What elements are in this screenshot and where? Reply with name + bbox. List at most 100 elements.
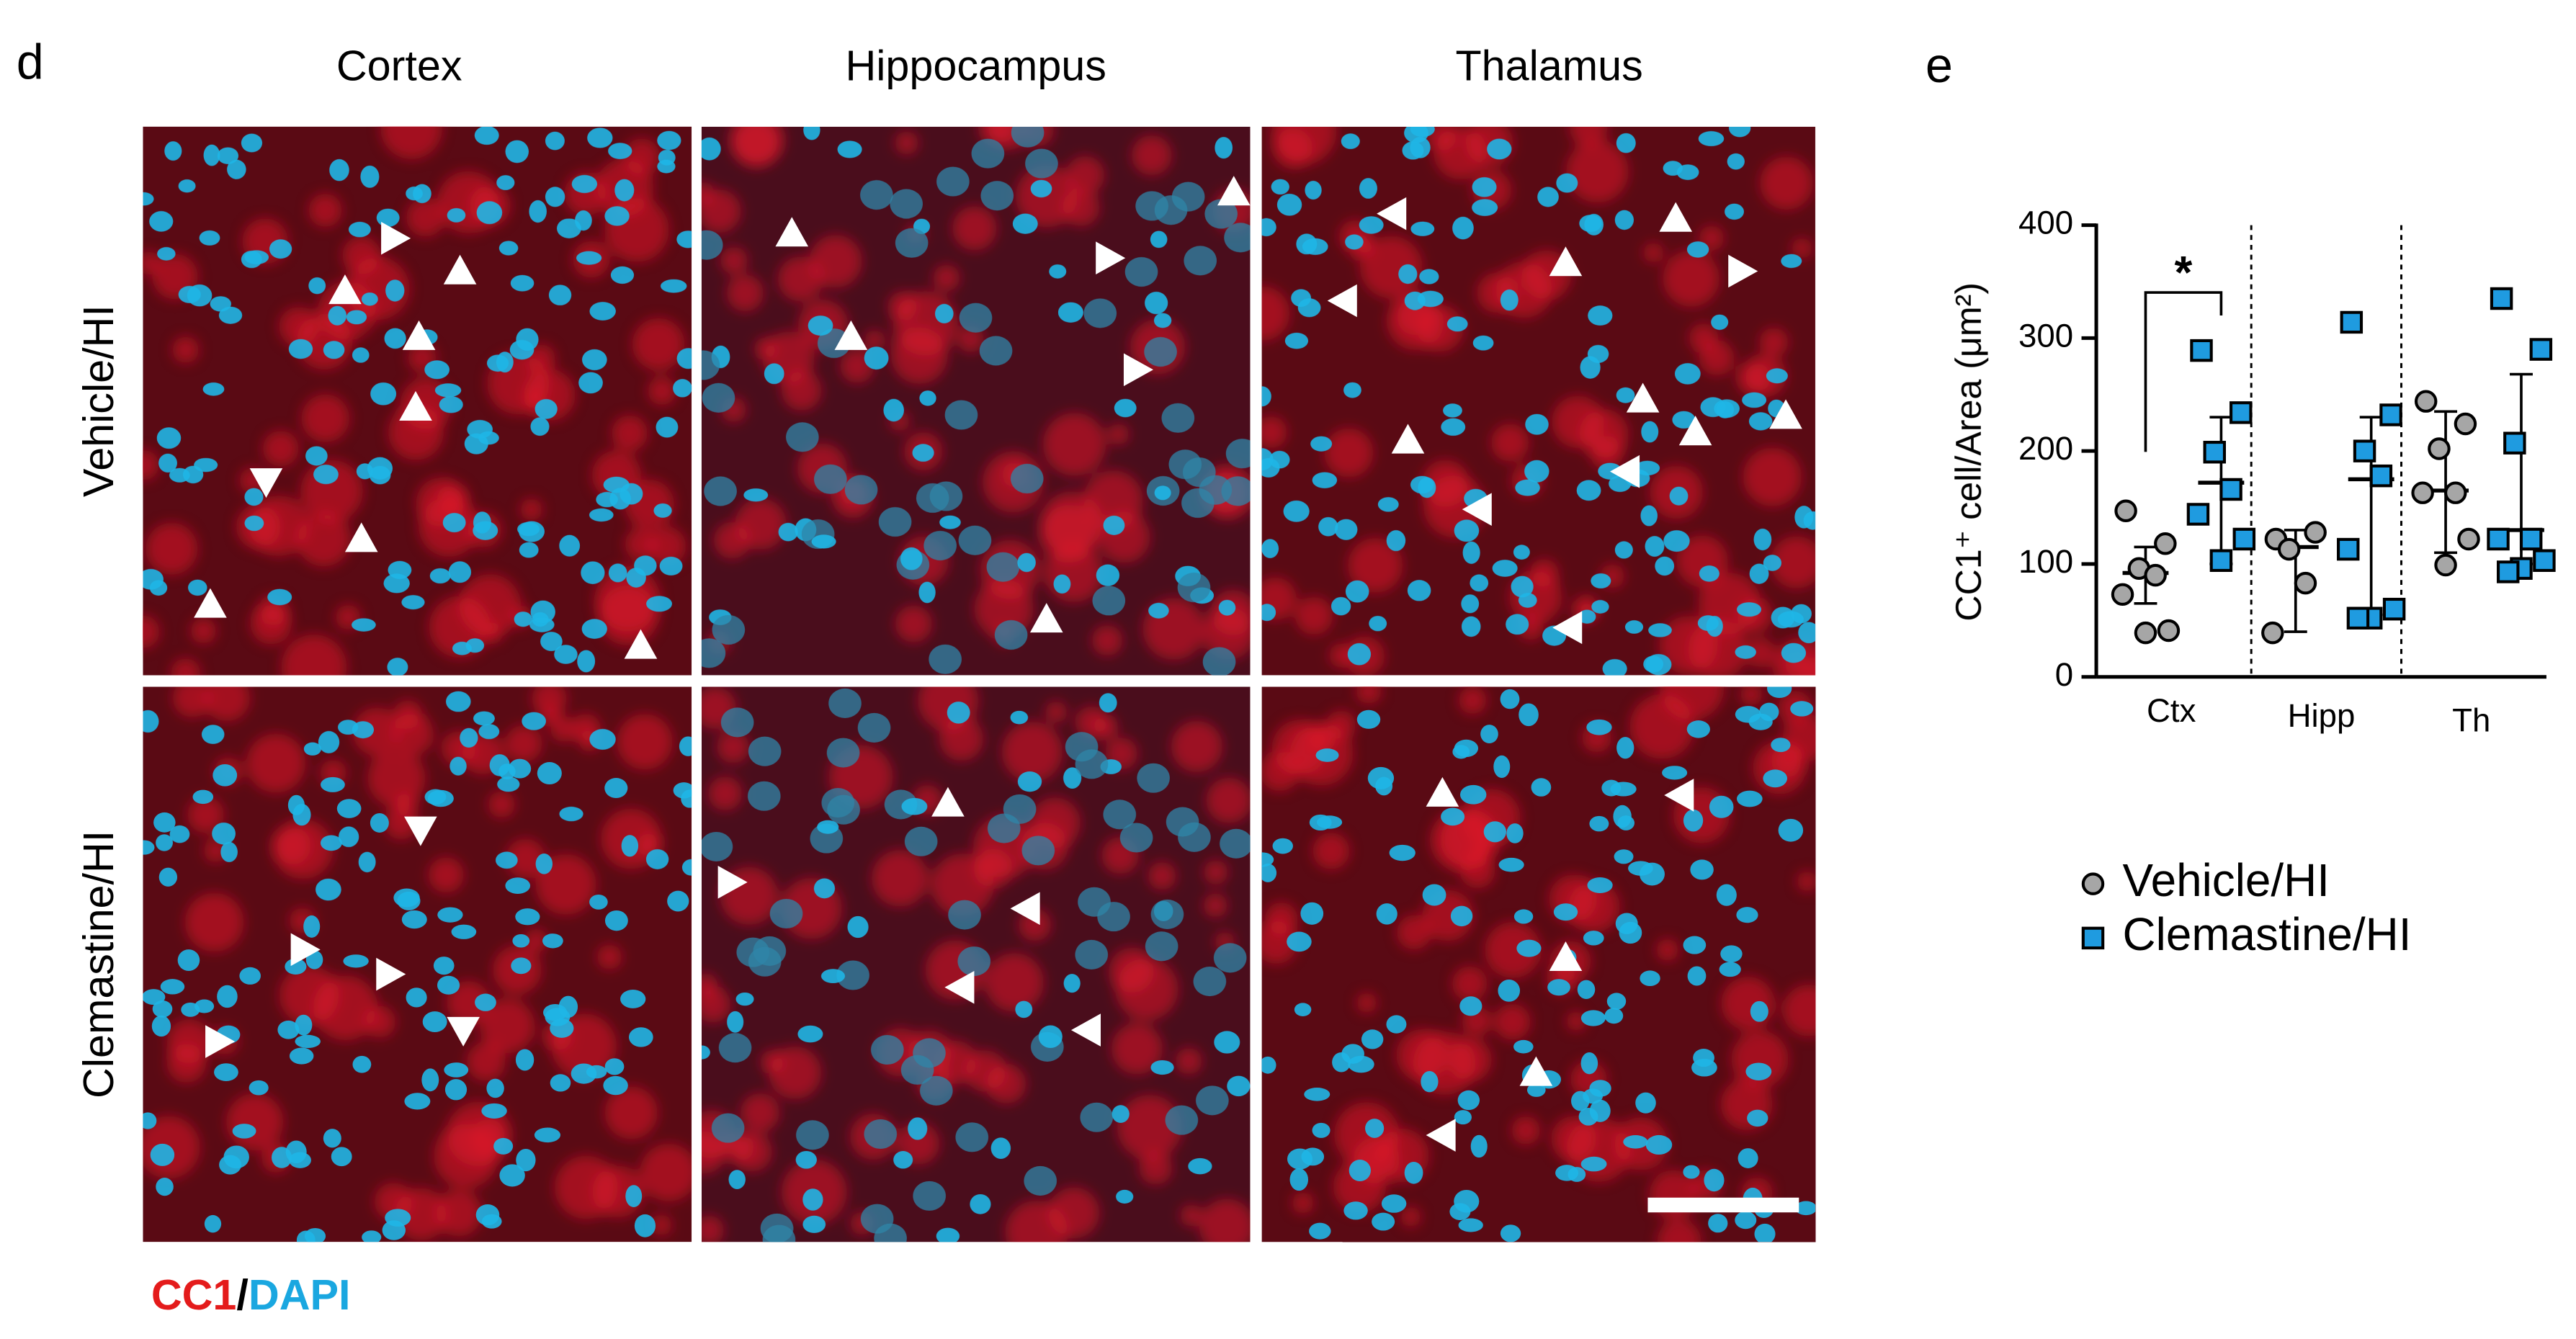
nucleus <box>1457 1090 1480 1111</box>
nucleus <box>1310 436 1333 452</box>
nucleus <box>1181 488 1215 518</box>
nucleus <box>1092 586 1126 616</box>
stain-legend: CC1/DAPI <box>151 1270 351 1318</box>
cc1-blob <box>279 965 339 1026</box>
stain-sep: / <box>236 1270 248 1318</box>
nucleus <box>1218 599 1236 616</box>
nucleus <box>481 1103 507 1119</box>
nucleus <box>362 1230 382 1242</box>
nucleus <box>1771 606 1795 629</box>
nucleus <box>478 724 500 740</box>
nucleus <box>1781 642 1807 663</box>
cc1-blob <box>777 256 823 302</box>
nucleus <box>244 515 264 532</box>
nucleus <box>545 131 565 151</box>
nucleus <box>376 208 400 227</box>
nucleus <box>1305 181 1322 200</box>
nucleus <box>1225 439 1251 469</box>
cc1-blob <box>187 797 224 833</box>
cc1-blob <box>171 658 201 676</box>
y-tick-label: 100 <box>2018 543 2073 580</box>
arrowhead <box>402 320 436 350</box>
nucleus <box>218 306 243 324</box>
cc1-blob <box>1657 1219 1701 1242</box>
nucleus <box>895 228 929 258</box>
nucleus <box>448 561 472 583</box>
arrowhead <box>328 274 362 305</box>
arrowhead <box>1029 603 1063 633</box>
cc1-blob <box>1109 947 1155 993</box>
nucleus <box>720 707 754 738</box>
nucleus <box>727 1011 744 1033</box>
nucleus <box>1526 1083 1546 1097</box>
nucleus <box>519 542 539 558</box>
nucleus <box>628 1027 653 1047</box>
arrowhead <box>1377 197 1407 230</box>
nucleus <box>900 547 923 570</box>
cc1-blob <box>1312 832 1350 869</box>
nucleus <box>660 279 687 293</box>
x-tick-label: Hipp <box>2288 697 2356 734</box>
nucleus <box>1589 1099 1611 1122</box>
arrowhead <box>1769 399 1802 429</box>
nucleus <box>1318 516 1338 537</box>
nucleus <box>1135 191 1168 221</box>
nucleus <box>241 251 262 269</box>
data-point <box>2232 527 2256 551</box>
nucleus <box>323 341 345 359</box>
nucleus <box>1119 823 1153 853</box>
nucleus <box>1555 1165 1579 1181</box>
nucleus <box>1446 316 1468 332</box>
nucleus <box>604 910 628 931</box>
cc1-blob <box>1485 922 1542 978</box>
nucleus <box>817 328 851 359</box>
nucleus <box>1296 233 1318 255</box>
cc1-blob <box>1203 893 1227 918</box>
nucleus <box>1161 403 1195 433</box>
nucleus <box>1261 386 1271 407</box>
nucleus <box>1361 1029 1384 1049</box>
nucleus <box>1017 771 1042 792</box>
nucleus <box>535 854 553 874</box>
cc1-blob <box>1091 624 1123 656</box>
cc1-blob <box>701 1215 725 1242</box>
legend-label: Clemastine/HI <box>2123 908 2412 960</box>
nucleus <box>143 568 164 590</box>
nucleus <box>1524 460 1549 483</box>
data-point <box>2533 549 2556 573</box>
cc1-blob <box>1045 701 1068 723</box>
nucleus <box>1053 574 1071 594</box>
cc1-blob <box>1460 854 1495 889</box>
cc1-blob <box>447 981 491 1025</box>
nucleus <box>1404 1161 1423 1184</box>
arrowhead <box>1391 424 1425 454</box>
nucleus <box>385 279 405 302</box>
nucleus <box>1356 709 1381 729</box>
y-tick-label: 0 <box>2055 656 2073 693</box>
nucleus <box>143 840 155 855</box>
nucleus <box>1736 790 1763 807</box>
nucleus <box>292 804 311 826</box>
cc1-blob <box>890 327 948 384</box>
nucleus <box>303 915 321 938</box>
nucleus <box>1024 1165 1057 1196</box>
nucleus <box>735 992 754 1006</box>
nucleus <box>1690 859 1714 880</box>
nucleus <box>581 561 605 584</box>
nucleus <box>1635 1092 1656 1114</box>
nucleus <box>152 1000 173 1018</box>
y-tick-label: 200 <box>2018 430 2073 467</box>
nucleus <box>194 457 218 473</box>
cc1-blob <box>1566 140 1629 203</box>
nucleus <box>1506 823 1524 843</box>
nucleus <box>1576 480 1601 501</box>
nucleus <box>474 126 499 145</box>
data-point <box>2134 621 2157 645</box>
cc1-blob <box>735 498 787 550</box>
cc1-blob <box>1567 881 1620 933</box>
nucleus <box>486 1078 504 1098</box>
nucleus <box>1148 602 1169 619</box>
column-title: Thalamus <box>1455 42 1642 90</box>
nucleus <box>1795 1201 1816 1216</box>
nucleus <box>1347 642 1372 666</box>
